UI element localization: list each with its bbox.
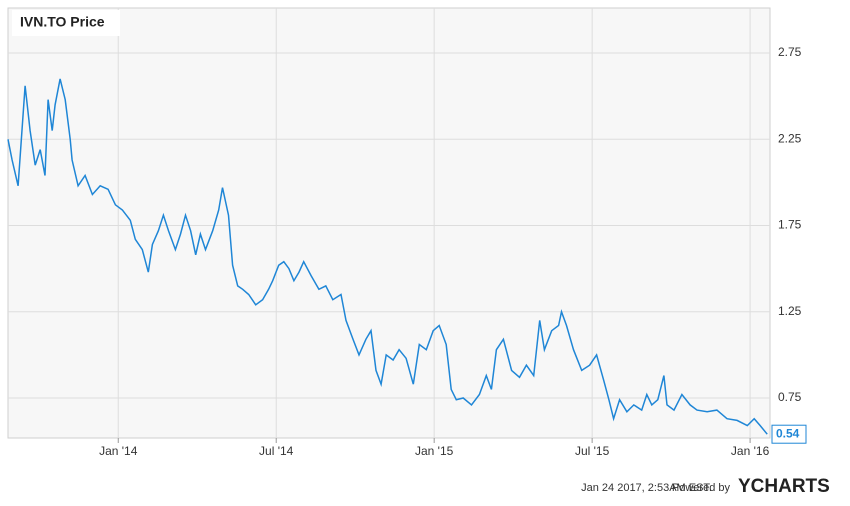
y-tick-label: 1.25 bbox=[778, 304, 802, 318]
x-tick-label: Jan '14 bbox=[99, 444, 138, 458]
brand-logo: YCHARTS bbox=[738, 476, 830, 497]
last-value-label: 0.54 bbox=[776, 426, 800, 440]
title-box bbox=[12, 10, 120, 36]
chart-title: IVN.TO Price bbox=[20, 14, 105, 30]
y-tick-label: 2.75 bbox=[778, 45, 802, 59]
price-line bbox=[7, 78, 768, 435]
x-tick-label: Jul '14 bbox=[259, 444, 294, 458]
grid bbox=[8, 8, 770, 438]
footer-timestamp: Jan 24 2017, 2:53AM EST. bbox=[581, 482, 712, 494]
footer-powered: Powered by bbox=[672, 482, 731, 494]
last-value-box bbox=[771, 424, 807, 444]
y-tick-label: 1.75 bbox=[778, 218, 802, 232]
x-tick-label: Jan '16 bbox=[731, 444, 770, 458]
plot-area bbox=[7, 7, 771, 439]
y-tick-label: 2.25 bbox=[778, 131, 802, 145]
x-tick-label: Jul '15 bbox=[575, 444, 610, 458]
x-tick-label: Jan '15 bbox=[415, 444, 454, 458]
y-tick-label: 0.75 bbox=[778, 390, 802, 404]
